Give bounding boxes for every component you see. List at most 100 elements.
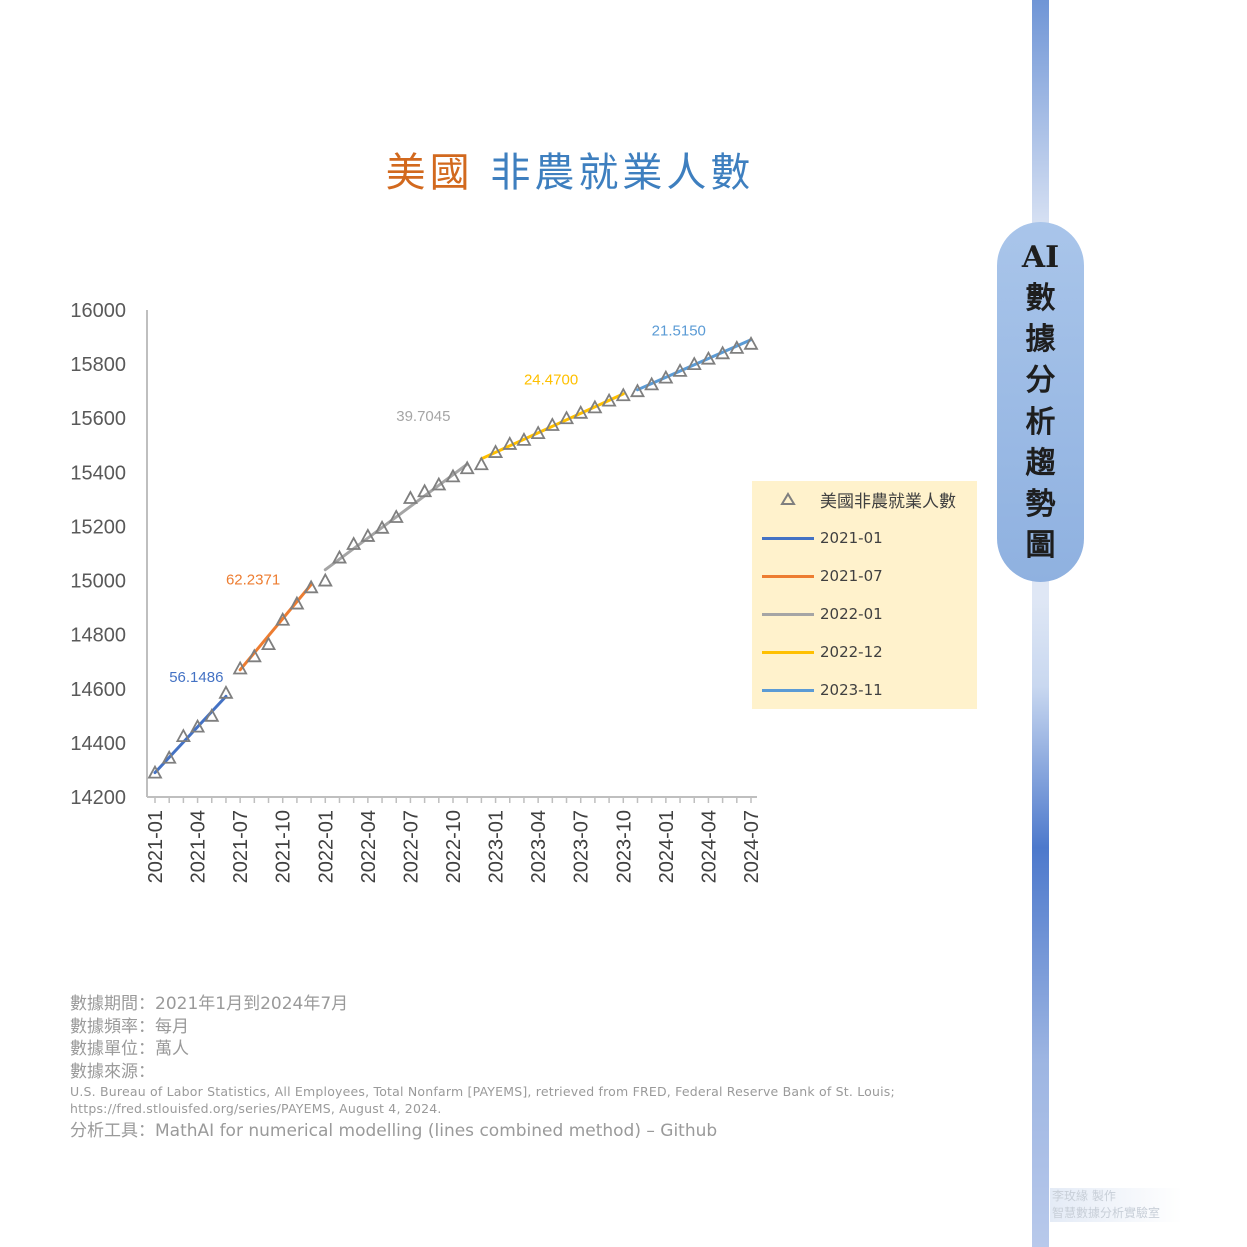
series-line-2021-01 — [153, 694, 228, 775]
x-tick-label: 2021-01 — [145, 810, 167, 883]
data-point-marker — [346, 536, 362, 550]
x-tick-label: 2022-10 — [443, 810, 465, 883]
data-point-marker — [587, 399, 603, 414]
data-point-marker — [559, 410, 575, 425]
data-point-marker — [161, 749, 177, 764]
x-tick-label: 2021-04 — [188, 810, 210, 883]
chart-legend: 美國非農就業人數 2021-01 2021-07 2022-01 2022-12… — [752, 481, 977, 709]
slope-annotation: 24.4700 — [524, 371, 578, 388]
data-source-url: https://fred.stlouisfed.org/series/PAYEM… — [70, 1101, 442, 1116]
chart-title: 美國 非農就業人數 — [300, 140, 840, 198]
sidebar-char: AI — [1021, 240, 1060, 276]
legend-item-series: 2023-11 — [762, 678, 883, 702]
legend-line-swatch — [762, 536, 814, 540]
data-point-marker — [459, 460, 475, 475]
data-point-marker — [686, 356, 702, 371]
data-point-marker — [473, 456, 489, 471]
sidebar-title-pill: AI 數 據 分 析 趨 勢 圖 — [997, 222, 1084, 582]
data-point-marker — [360, 528, 376, 542]
y-tick-label: 15000 — [70, 571, 126, 593]
sidebar-char: 圖 — [1025, 527, 1056, 563]
legend-item-series: 2022-01 — [762, 602, 883, 626]
data-source-label: 數據來源： — [70, 1061, 155, 1082]
data-point-marker — [700, 350, 716, 365]
data-point-marker — [374, 519, 390, 534]
data-point-marker — [289, 595, 305, 610]
legend-label: 2021-07 — [820, 567, 883, 585]
y-tick-label: 15600 — [70, 408, 126, 430]
y-tick-label: 14600 — [70, 679, 126, 701]
data-notes: 數據期間：2021年1月到2024年7月 數據頻率：每月 數據單位：萬人 數據來… — [70, 993, 895, 1143]
legend-item-series: 2021-07 — [762, 564, 883, 588]
x-tick-label: 2024-07 — [741, 810, 763, 883]
y-tick-label: 14400 — [70, 733, 126, 755]
data-point-marker — [629, 383, 645, 398]
legend-line-swatch — [762, 574, 814, 578]
data-point-marker — [615, 387, 631, 402]
data-unit: 數據單位：萬人 — [70, 1039, 189, 1059]
x-tick-label: 2021-10 — [273, 810, 295, 883]
y-tick-label: 15200 — [70, 516, 126, 538]
watermark-line: 李玫緣 製作 — [1052, 1189, 1116, 1203]
data-point-marker — [246, 648, 262, 663]
data-point-marker — [402, 490, 418, 504]
data-point-marker — [218, 684, 234, 699]
legend-label: 2022-01 — [820, 605, 883, 623]
watermark-line: 智慧數據分析實驗室 — [1052, 1206, 1161, 1220]
data-point-marker — [644, 376, 660, 391]
data-point-marker — [445, 468, 461, 483]
author-watermark: 李玫緣 製作 智慧數據分析實驗室 — [1050, 1188, 1182, 1222]
data-point-marker — [303, 579, 319, 594]
triangle-marker-icon — [762, 492, 814, 506]
data-point-marker — [743, 335, 759, 350]
data-point-marker — [601, 392, 617, 407]
legend-line-swatch — [762, 650, 814, 654]
slope-annotation: 62.2371 — [226, 572, 280, 589]
x-tick-label: 2023-10 — [613, 810, 635, 883]
data-period: 數據期間：2021年1月到2024年7月 — [70, 994, 349, 1014]
x-tick-label: 2024-04 — [698, 810, 720, 883]
legend-label: 2023-11 — [820, 681, 883, 699]
legend-label: 2022-12 — [820, 643, 883, 661]
x-tick-label: 2024-01 — [656, 810, 678, 883]
slope-annotation: 21.5150 — [652, 323, 706, 340]
data-point-marker — [388, 509, 404, 523]
chart-title-part1: 美國 — [385, 150, 474, 196]
x-tick-label: 2022-01 — [315, 810, 337, 883]
y-tick-label: 15400 — [70, 462, 126, 484]
x-tick-label: 2023-04 — [528, 810, 550, 883]
data-point-marker — [544, 417, 560, 431]
sidebar-char: 據 — [1025, 322, 1056, 358]
analysis-tool: 分析工具：MathAI for numerical modelling (lin… — [70, 1121, 718, 1141]
legend-line-swatch — [762, 612, 814, 616]
data-point-marker — [261, 636, 277, 651]
data-frequency: 數據頻率：每月 — [70, 1016, 189, 1037]
legend-label: 2021-01 — [820, 529, 883, 547]
x-tick-label: 2023-07 — [571, 810, 593, 883]
sidebar-decor-bar — [1032, 0, 1049, 1247]
legend-line-swatch — [762, 688, 814, 692]
data-point-marker — [204, 707, 220, 722]
y-tick-label: 14800 — [70, 625, 126, 647]
x-tick-label: 2021-07 — [230, 810, 252, 883]
data-point-marker — [658, 369, 674, 384]
legend-label: 美國非農就業人數 — [820, 491, 956, 512]
legend-item-points: 美國非農就業人數 — [762, 487, 956, 512]
sidebar-char: 勢 — [1025, 486, 1056, 522]
data-point-marker — [530, 425, 546, 440]
data-point-marker — [488, 444, 504, 458]
y-tick-label: 15800 — [70, 354, 126, 376]
data-source-text: U.S. Bureau of Labor Statistics, All Emp… — [70, 1084, 895, 1099]
legend-item-series: 2021-01 — [762, 526, 883, 550]
x-tick-label: 2023-01 — [486, 810, 508, 883]
legend-item-series: 2022-12 — [762, 640, 883, 664]
x-tick-label: 2022-07 — [400, 810, 422, 883]
data-point-marker — [147, 764, 163, 779]
x-tick-label: 2022-04 — [358, 810, 380, 883]
data-point-marker — [573, 404, 589, 419]
data-point-marker — [417, 483, 433, 498]
chart-title-part2: 非農就業人數 — [490, 150, 755, 196]
data-point-marker — [516, 431, 532, 446]
data-point-marker — [672, 362, 688, 377]
data-point-marker — [431, 476, 447, 491]
